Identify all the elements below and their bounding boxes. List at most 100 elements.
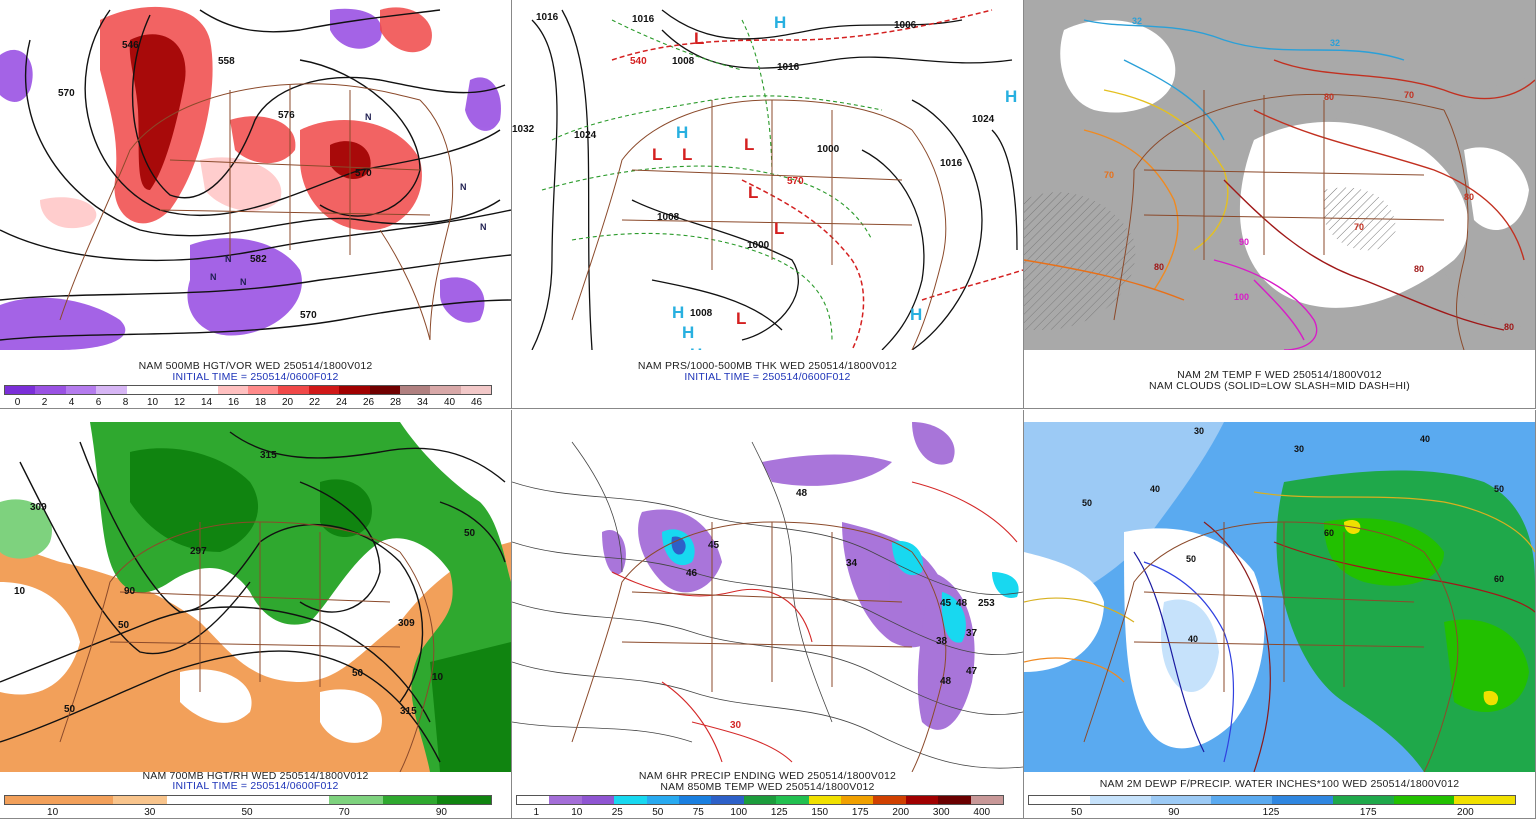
- precip-label: 46: [686, 568, 698, 579]
- colorbar-swatch: [248, 386, 279, 394]
- colorbar-swatch: [711, 796, 744, 804]
- colorbar-swatch: [369, 386, 400, 394]
- dewpoint-label: 50: [1186, 554, 1196, 564]
- isotherm-label: 80: [1324, 92, 1334, 102]
- colorbar-swatch: [905, 796, 939, 804]
- colorbar-label: 90: [1168, 807, 1180, 818]
- colorbar-label: 10: [47, 807, 59, 818]
- precip-label: 48: [940, 676, 952, 687]
- isotherm-label: 90: [1239, 237, 1249, 247]
- colorbar-label: 40: [443, 397, 456, 408]
- colorbar-swatch: [5, 796, 59, 804]
- dewpoint-label: 30: [1294, 444, 1304, 454]
- colorbar-label: 200: [1457, 807, 1474, 818]
- low-pressure-symbol: L: [652, 145, 662, 164]
- colorbar-swatch: [743, 796, 777, 804]
- colorbar: [4, 795, 492, 805]
- panel-500mb-vorticity: 570 558 576 570 570 582 546 N N N N N N …: [0, 0, 512, 409]
- panel-dewpoint-pwat: 30 40 50 60 30 40 50 60 50 40 NAM 2M DEW…: [1024, 410, 1536, 819]
- colorbar-label: 46: [470, 397, 483, 408]
- colorbar-swatch: [1332, 796, 1394, 804]
- colorbar-swatch: [808, 796, 842, 804]
- colorbar-label: 14: [200, 397, 213, 408]
- colorbar-swatch: [581, 796, 615, 804]
- isobar-label: 1000: [817, 144, 840, 155]
- panel-caption: NAM 2M TEMP F WED 250514/1800V012: [1177, 369, 1382, 381]
- rh-label: 50: [64, 704, 76, 715]
- colorbar-swatch: [329, 796, 383, 804]
- precip-label: 48: [796, 488, 808, 499]
- precip-label: 253: [978, 598, 995, 609]
- isobar-label: 1016: [777, 62, 800, 73]
- low-pressure-symbol: L: [748, 183, 758, 202]
- dewpoint-label: 40: [1420, 434, 1430, 444]
- colorbar: [1028, 795, 1516, 805]
- colorbar-label: 75: [692, 807, 704, 818]
- isobar-label: 1008: [672, 56, 695, 67]
- precip-label: 45: [708, 540, 720, 551]
- rh-label: 90: [124, 586, 136, 597]
- minimum-symbol: N: [225, 254, 232, 264]
- colorbar-label: 28: [389, 397, 402, 408]
- colorbar-labels: 1 10 25 50 75 100 125 150 175 200 300 400: [516, 807, 1002, 818]
- high-pressure-symbol: H: [932, 347, 944, 350]
- colorbar-label: 125: [770, 807, 788, 818]
- panel-caption: NAM 6HR PRECIP ENDING WED 250514/1800V01…: [638, 770, 897, 782]
- colorbar-swatch: [278, 386, 309, 394]
- isobar-label: 1000: [747, 240, 770, 251]
- dewpoint-label: 40: [1150, 484, 1160, 494]
- map-6hr-precip: 48 45 46 34 45 48 253 38 37 47 48 30: [512, 422, 1023, 772]
- precip-label: 34: [846, 558, 858, 569]
- colorbar-label: 6: [95, 397, 102, 408]
- colorbar-swatch: [646, 796, 680, 804]
- isobar-label: 1008: [690, 308, 713, 319]
- height-label: 315: [400, 706, 417, 717]
- colorbar-label: 26: [362, 397, 375, 408]
- colorbar-swatch: [679, 796, 712, 804]
- low-pressure-symbol: L: [736, 309, 746, 328]
- colorbar-labels: 50 90 125 175 200: [1028, 807, 1514, 818]
- colorbar-swatch: [399, 386, 431, 394]
- thickness-label: 540: [630, 56, 647, 67]
- isotherm-label: 80: [1154, 262, 1164, 272]
- colorbar-label: 200: [892, 807, 910, 818]
- colorbar-swatch: [339, 386, 370, 394]
- colorbar-label: 20: [281, 397, 294, 408]
- map-pressure-thickness: 1016 1016 1008 1016 1024 1016 1024 1008 …: [512, 0, 1023, 350]
- contour-label: 570: [355, 168, 372, 179]
- map-700mb-rh: 309 297 315 50 10 50 90 50 309 315 10 50: [0, 422, 511, 772]
- panel-initial-time: INITIAL TIME = 250514/0600F012: [172, 371, 339, 383]
- contour-label: 570: [58, 88, 75, 99]
- high-pressure-symbol: H: [910, 305, 922, 324]
- panel-subcaption: NAM 850MB TEMP WED 250514/1800V012: [660, 781, 875, 793]
- colorbar-swatch: [938, 796, 971, 804]
- isotherm-label: 70: [1104, 170, 1114, 180]
- precip-label: 47: [966, 666, 978, 677]
- colorbar-label: 125: [1262, 807, 1280, 818]
- isotherm-label: 100: [1234, 292, 1249, 302]
- colorbar-swatch: [549, 796, 582, 804]
- colorbar-swatch: [5, 386, 36, 394]
- map-dewpoint-pwat: 30 40 50 60 30 40 50 60 50 40: [1024, 422, 1535, 772]
- contour-label: 546: [122, 40, 139, 51]
- colorbar-swatch: [1089, 796, 1151, 804]
- colorbar-swatch: [430, 386, 461, 394]
- colorbar-swatch: [776, 796, 809, 804]
- low-pressure-symbol: L: [744, 135, 754, 154]
- height-label: 315: [260, 450, 277, 461]
- high-pressure-symbol: H: [774, 13, 786, 32]
- colorbar-label: 12: [173, 397, 186, 408]
- colorbar-label: 90: [435, 807, 447, 818]
- panel-caption: NAM PRS/1000-500MB THK WED 250514/1800V0…: [637, 360, 898, 372]
- rh-label: 10: [14, 586, 26, 597]
- colorbar-label: 150: [811, 807, 829, 818]
- precip-label: 45: [940, 598, 952, 609]
- rh-label: 50: [464, 528, 476, 539]
- contour-label: 576: [278, 110, 295, 121]
- high-pressure-symbol: H: [676, 123, 688, 142]
- rh-label: 10: [432, 672, 444, 683]
- colorbar-swatch: [1454, 796, 1515, 804]
- minimum-symbol: N: [210, 272, 217, 282]
- colorbar-label: 50: [652, 807, 664, 818]
- colorbar-label: 175: [851, 807, 869, 818]
